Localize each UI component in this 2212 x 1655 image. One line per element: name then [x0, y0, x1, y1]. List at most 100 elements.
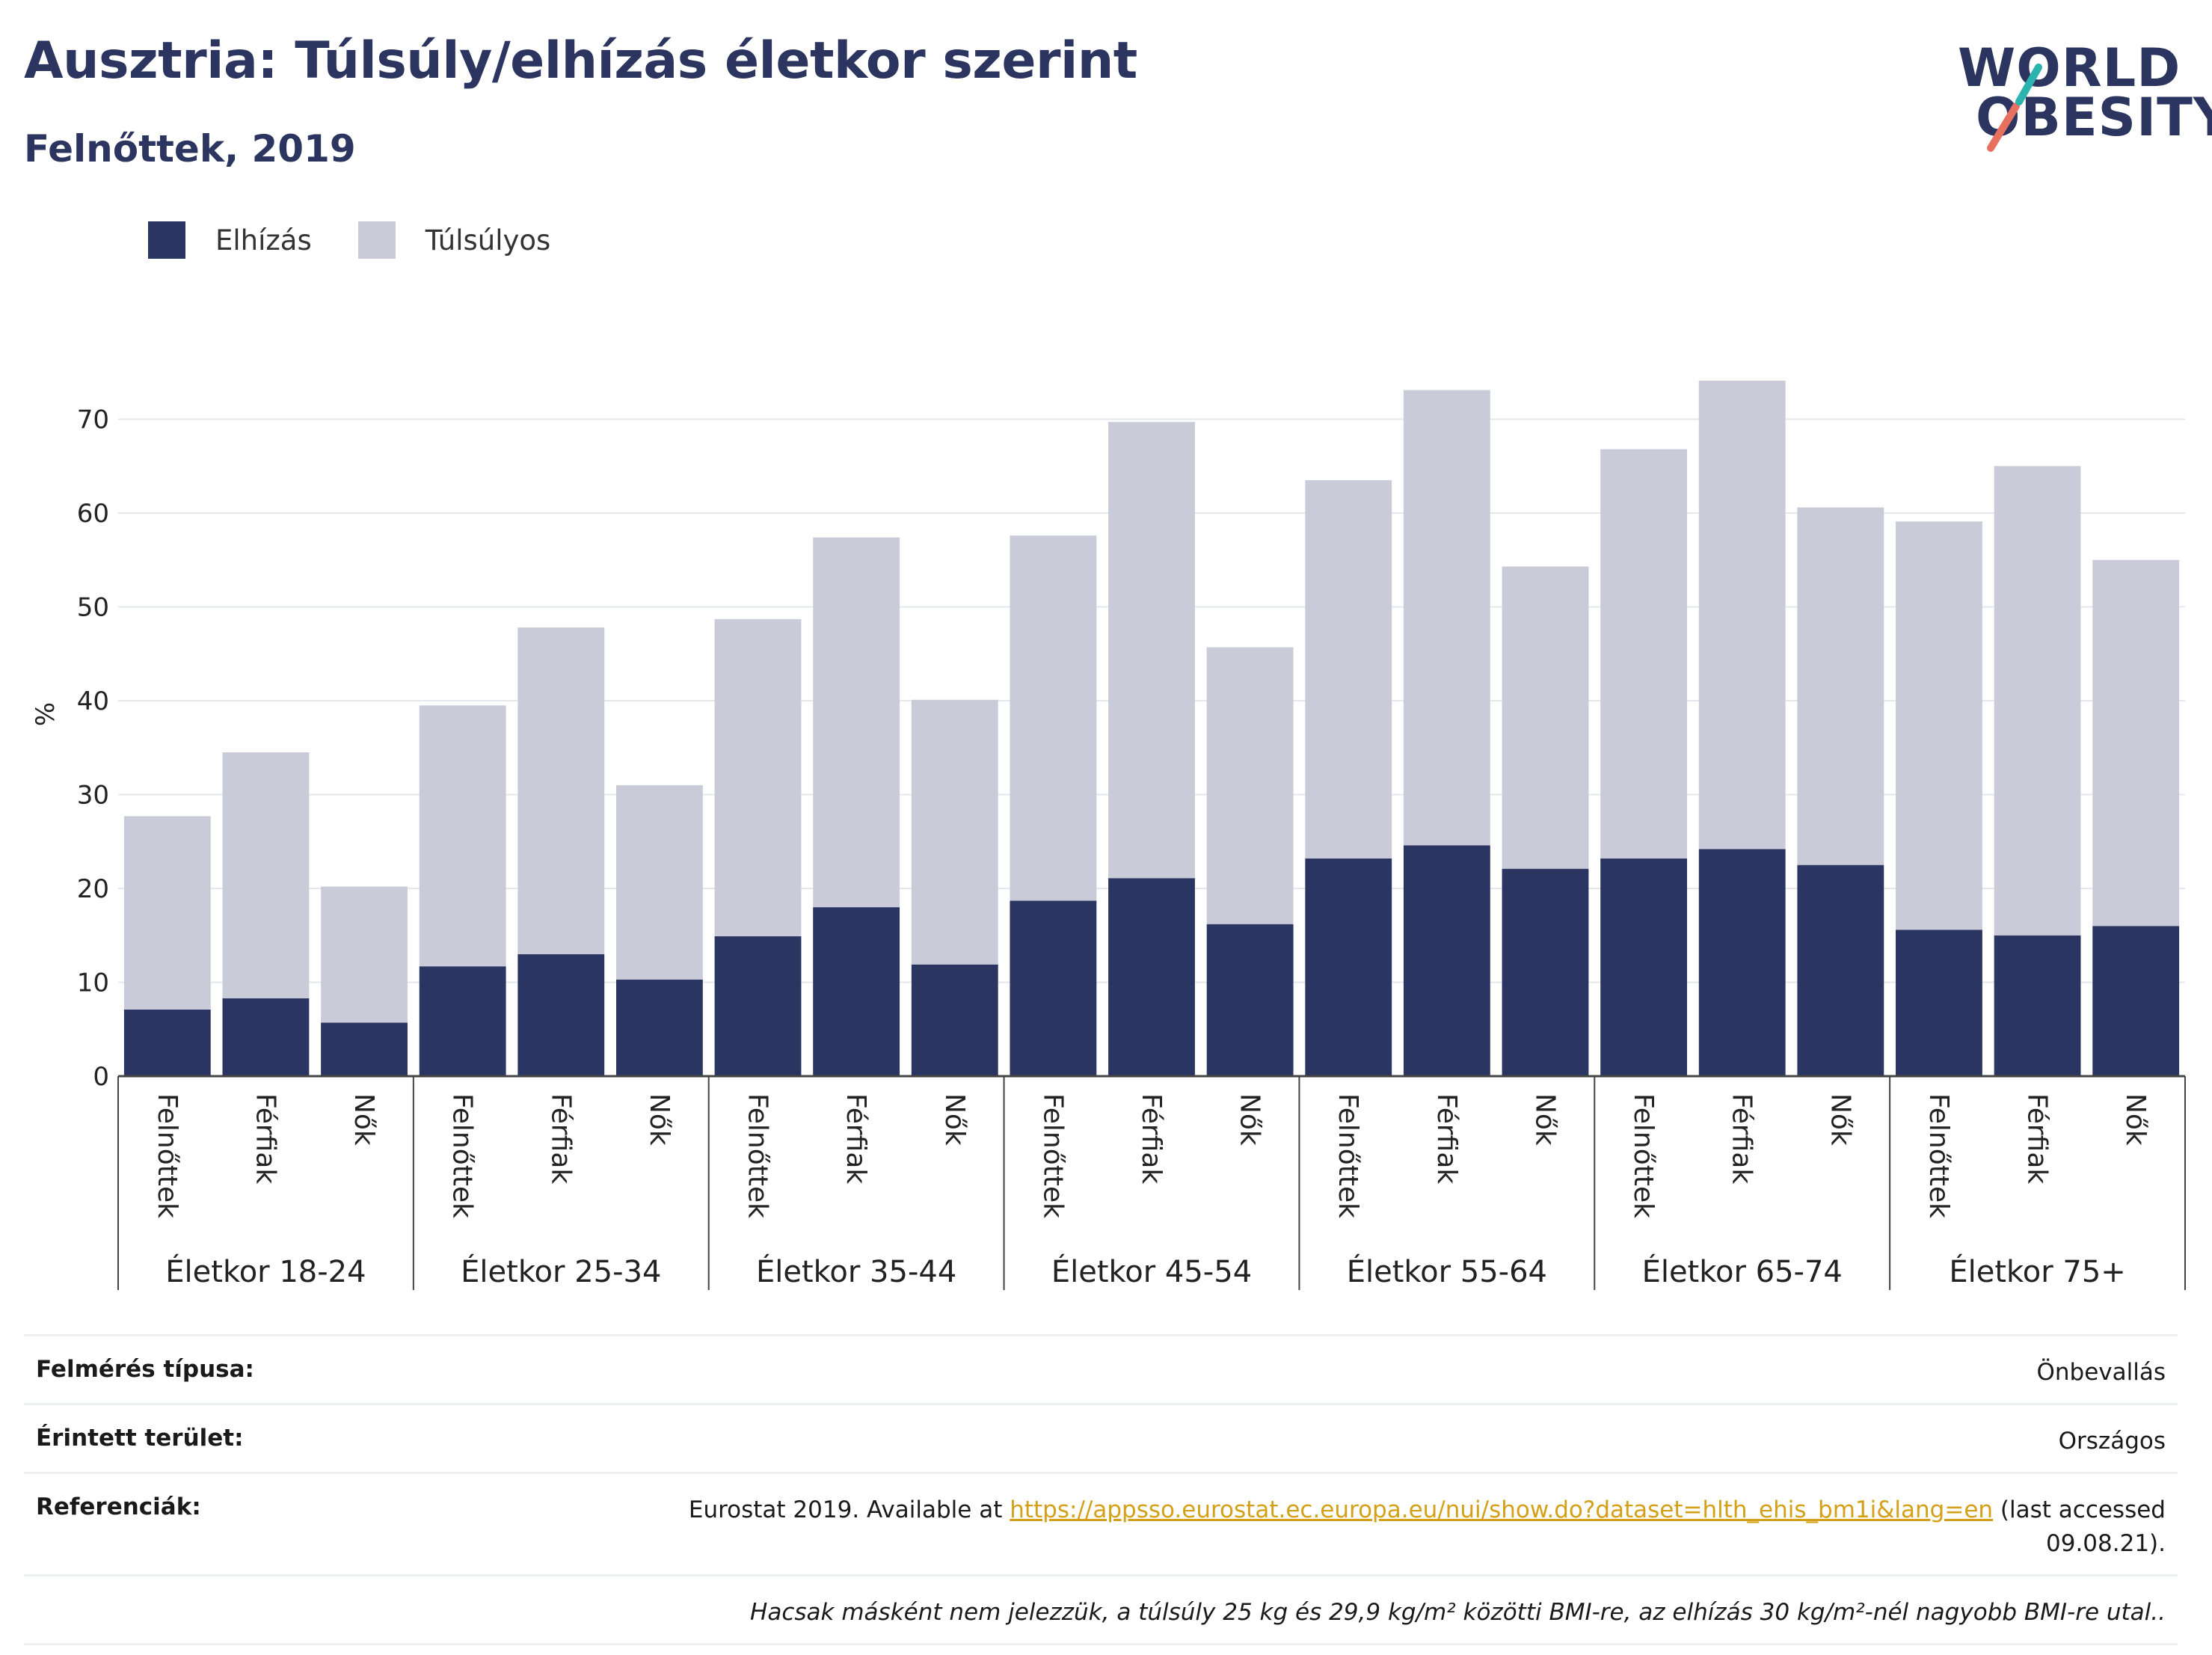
info-key: Referenciák:: [36, 1493, 201, 1520]
x-tick-label: Férfiak: [1136, 1093, 1167, 1184]
group-label: Életkor 45-54: [1051, 1253, 1252, 1289]
bar-obesity: [1108, 878, 1195, 1076]
info-row-survey-type: Felmérés típusa: Önbevallás: [24, 1334, 2178, 1403]
group-label: Életkor 25-34: [461, 1253, 661, 1289]
chart-legend: Elhízás Túlsúlyos: [148, 221, 597, 259]
bar-overweight: [222, 752, 310, 998]
reference-suffix: (last accessed 09.08.21).: [1993, 1496, 2166, 1557]
bar-obesity: [615, 979, 703, 1076]
bar-overweight: [1797, 507, 1884, 865]
y-tick-label: 50: [77, 593, 109, 623]
y-tick-label: 40: [77, 687, 109, 716]
reference-prefix: Eurostat 2019. Available at: [688, 1496, 1010, 1523]
bar-obesity: [321, 1022, 408, 1076]
bar-overweight: [123, 816, 211, 1010]
footnote: Hacsak másként nem jelezzük, a túlsúly 2…: [750, 1598, 2166, 1626]
chart-subtitle: Felnőttek, 2019: [24, 127, 356, 171]
x-tick-label: Nők: [1529, 1093, 1560, 1146]
x-tick-label: Felnőttek: [1923, 1093, 1954, 1218]
legend-item-obesity: Elhízás: [148, 221, 312, 259]
info-key: Felmérés típusa:: [36, 1356, 254, 1383]
bar-obesity: [222, 998, 310, 1076]
bar-overweight: [1403, 390, 1490, 846]
bar-obesity: [911, 964, 998, 1076]
bar-obesity: [1403, 845, 1490, 1076]
info-value: Önbevallás: [2036, 1359, 2166, 1386]
x-tick-label: Férfiak: [2022, 1093, 2053, 1184]
logo-line-2: OBESITY: [1976, 87, 2212, 148]
y-tick-label: 30: [77, 781, 109, 811]
bar-obesity: [1305, 858, 1392, 1076]
info-value: Eurostat 2019. Available at https://apps…: [633, 1493, 2166, 1561]
x-tick-label: Nők: [939, 1093, 970, 1146]
x-tick-label: Felnőttek: [1628, 1093, 1659, 1218]
x-tick-label: Nők: [644, 1093, 675, 1146]
bar-overweight: [1108, 422, 1195, 879]
stacked-bar-chart: 0 10 20 30 40 50 60 70% Felnőttek Férfiak Nők Életk…: [31, 381, 2186, 1290]
x-tick-label: Nők: [1825, 1093, 1855, 1146]
bar-overweight: [1010, 535, 1097, 901]
bar-obesity: [1010, 900, 1097, 1076]
bar-overweight: [2092, 559, 2180, 927]
info-table: Felmérés típusa: Önbevallás Érintett ter…: [24, 1334, 2178, 1645]
y-tick-label: 70: [77, 405, 109, 435]
x-tick-label: Férfiak: [1431, 1093, 1462, 1184]
reference-link[interactable]: https://appsso.eurostat.ec.europa.eu/nui…: [1010, 1496, 1994, 1523]
legend-item-overweight: Túlsúlyos: [357, 221, 551, 259]
bar-obesity: [1797, 865, 1884, 1076]
info-row-area: Érintett terület: Országos: [24, 1402, 2178, 1472]
group-label: Életkor 75+: [1949, 1253, 2125, 1289]
y-axis-label: %: [31, 702, 61, 726]
info-row-note: Hacsak másként nem jelezzük, a túlsúly 2…: [24, 1573, 2178, 1645]
x-tick-label: Felnőttek: [743, 1093, 773, 1218]
logo-line-1: WORLD: [1958, 37, 2181, 99]
bar-overweight: [1305, 480, 1392, 859]
info-key: Érintett terület:: [36, 1424, 244, 1452]
bar-overweight: [1502, 566, 1589, 869]
legend-label-overweight: Túlsúlyos: [425, 224, 551, 257]
group-label: Életkor 18-24: [165, 1253, 366, 1289]
bar-obesity: [419, 966, 506, 1076]
bar-obesity: [517, 954, 605, 1076]
bar-overweight: [911, 699, 998, 965]
group-label: Életkor 35-44: [756, 1253, 956, 1289]
bar-obesity: [1896, 930, 1982, 1076]
group-label: Életkor 65-74: [1642, 1253, 1843, 1289]
bar-overweight: [714, 618, 802, 937]
bar-obesity: [1698, 849, 1786, 1076]
x-tick-label: Férfiak: [250, 1093, 280, 1184]
info-row-references: Referenciák: Eurostat 2019. Available at…: [24, 1471, 2178, 1574]
bar-overweight: [1206, 647, 1294, 924]
bar-overweight: [1896, 521, 1982, 930]
bar-overweight: [1698, 381, 1786, 850]
bar-obesity: [1600, 858, 1688, 1076]
y-tick-label: 0: [93, 1062, 109, 1092]
x-tick-label: Felnőttek: [1333, 1093, 1363, 1218]
y-tick-label: 60: [77, 499, 109, 529]
bar-overweight: [615, 784, 703, 980]
x-tick-label: Férfiak: [545, 1093, 576, 1184]
legend-swatch-obesity: [148, 221, 185, 259]
bar-obesity: [2092, 926, 2180, 1076]
x-tick-label: Férfiak: [1727, 1093, 1757, 1184]
legend-swatch-overweight: [357, 221, 396, 259]
bar-overweight: [517, 627, 605, 954]
x-tick-label: Nők: [348, 1093, 379, 1146]
bar-obesity: [1206, 924, 1294, 1076]
x-tick-label: Felnőttek: [1037, 1093, 1068, 1218]
legend-label-obesity: Elhízás: [215, 224, 312, 257]
bar-obesity: [123, 1009, 211, 1076]
bar-overweight: [321, 886, 408, 1023]
y-tick-label: 20: [77, 874, 109, 904]
world-obesity-logo: WORLD OBESITY: [1944, 22, 2212, 157]
y-tick-label: 10: [77, 968, 109, 998]
bar-overweight: [813, 537, 900, 908]
x-tick-label: Férfiak: [841, 1093, 871, 1184]
bar-overweight: [419, 705, 506, 967]
bar-obesity: [813, 907, 900, 1076]
bar-overweight: [1994, 466, 2081, 936]
chart-title: Ausztria: Túlsúly/elhízás életkor szerin…: [24, 31, 1137, 90]
info-value: Országos: [2058, 1427, 2166, 1455]
bar-obesity: [714, 936, 802, 1076]
x-tick-label: Nők: [2120, 1093, 2151, 1146]
